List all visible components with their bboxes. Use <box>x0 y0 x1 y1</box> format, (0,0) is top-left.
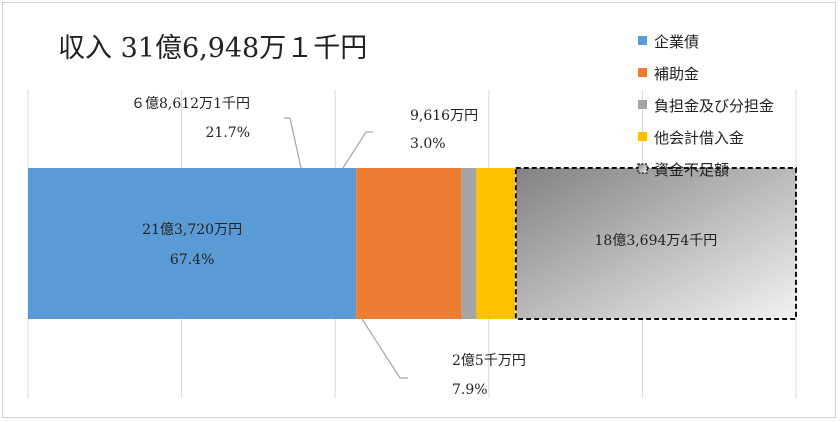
data-label: 9,616万円 <box>410 108 478 124</box>
leader-line <box>361 318 408 379</box>
data-label: 3.0% <box>410 136 446 152</box>
data-label: 21億3,720万円 <box>142 222 242 238</box>
data-label: ６億8,612万1千円 <box>131 96 250 112</box>
gridlines <box>27 90 797 398</box>
bar-deficit <box>514 167 797 320</box>
data-label: 67.4% <box>170 252 214 268</box>
legend-swatch <box>638 132 647 141</box>
data-label: 21.7% <box>206 125 250 141</box>
chart-area <box>2 2 836 418</box>
legend-label: 他会計借入金 <box>654 129 744 147</box>
leader-line <box>284 117 302 169</box>
legend-label: 補助金 <box>654 65 699 83</box>
data-label: 18億3,694万4千円 <box>595 233 718 249</box>
leader-line <box>342 131 373 169</box>
leader-lines <box>284 117 408 379</box>
data-label: 2億5千万円 <box>452 353 526 369</box>
bar-segments <box>28 167 797 320</box>
legend-label: 資金不足額 <box>654 161 729 179</box>
legend-label: 企業債 <box>654 33 699 51</box>
legend-swatch <box>637 163 648 174</box>
data-label: 7.9% <box>452 382 488 398</box>
bar-segment <box>461 168 477 319</box>
bar-segment <box>356 168 462 319</box>
legend-swatch <box>638 36 647 45</box>
chart-title: 収入 31億6,948万１千円 <box>58 33 367 64</box>
legend-label: 負担金及び分担金 <box>654 97 774 115</box>
bar-segment <box>28 168 357 319</box>
legend-swatch <box>638 100 647 109</box>
bar-segment <box>476 168 515 319</box>
data-labels: 21億3,720万円 67.4% ６億8,612万1千円 21.7% 9,616万円 3.… <box>131 96 717 398</box>
legend-swatch <box>638 68 647 77</box>
